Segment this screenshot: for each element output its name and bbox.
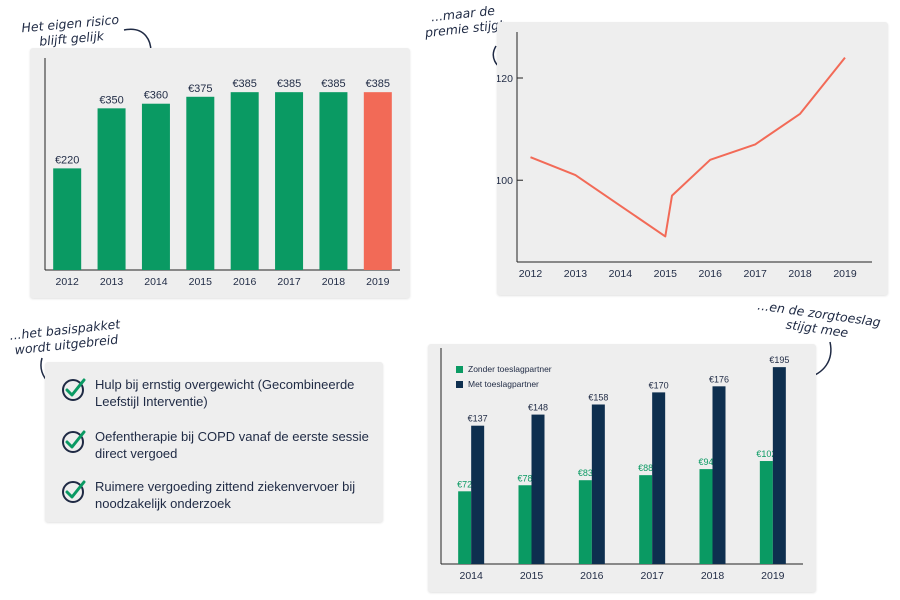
y-tick-label: 120 [497,73,513,85]
x-tick-label: 2019 [833,268,857,280]
benefit-text-3: Ruimere vergoeding zittend ziekenvervoer… [95,479,356,511]
allowance-chart-panel: Zonder toeslagpartner Met toeslagpartner… [428,344,816,592]
bar-value-label: €385 [277,78,301,90]
bar-value-label: €88 [638,463,653,473]
legend-label-met: Met toeslagpartner [468,379,539,389]
x-tick-label: 2014 [609,268,633,280]
bar-value-label: €176 [709,374,729,384]
x-tick-label: 2016 [233,276,257,288]
bar-2018-zonder [699,469,713,564]
bar-value-label: €385 [366,78,390,90]
bar-value-label: €195 [769,355,789,365]
x-tick-label: 2014 [459,570,483,582]
x-tick-label: 2015 [654,268,678,280]
x-tick-label: 2013 [564,268,588,280]
legend-swatch-navy [456,380,463,388]
bar-value-label: €220 [55,154,79,166]
bar-2017-met [652,392,666,564]
bar-value-label: €72 [457,479,472,489]
bar-2019 [363,92,392,270]
benefits-panel: Hulp bij ernstig overgewicht (Gecombinee… [45,362,383,522]
own-risk-chart-panel: €220 2012 €350 2013 €360 2014 €375 2015 €385 2016… [30,48,410,298]
bar-2019-met [772,367,786,564]
x-tick-label: 2019 [366,276,390,288]
bar-value-label: €102 [756,449,776,459]
bar-value-label: €83 [578,468,593,478]
x-tick-label: 2014 [144,276,168,288]
own-risk-chart: €220 2012 €350 2013 €360 2014 €375 2015 €385 2016… [44,58,400,288]
bar-2018-met [712,386,726,564]
bar-value-label: €170 [649,380,669,390]
x-tick-label: 2013 [100,276,124,288]
bar-value-label: €375 [188,83,212,95]
bar-value-label: €385 [321,78,345,90]
benefit-item-3: Ruimere vergoeding zittend ziekenvervoer… [61,478,395,512]
y-tick-label: 100 [497,175,513,187]
legend-item-zonder: Zonder toeslagpartner [456,364,552,374]
bar-value-label: €360 [144,90,168,102]
legend-item-met: Met toeslagpartner [456,379,539,389]
legend-label-zonder: Zonder toeslagpartner [468,364,552,374]
x-tick-label: 2018 [788,268,812,280]
x-tick-label: 2018 [322,276,346,288]
bar-value-label: €148 [528,403,548,413]
note-risk: Het eigen risico blijft gelijk [21,12,121,50]
premium-chart: 100 120 2012 2013 2014 2015 2016 2017 2018 2019 [495,32,872,280]
bar-2016-zonder [578,480,592,564]
bar-2012 [53,168,82,270]
x-tick-label: 2012 [519,268,543,280]
check-icon [62,480,86,503]
premium-chart-panel: 100 120 2012 2013 2014 2015 2016 2017 2018 2019 [495,22,888,295]
x-tick-label: 2016 [580,570,604,582]
bar-2015 [186,96,215,271]
benefit-text-2: Oefentherapie bij COPD vanaf de eerste s… [95,429,369,461]
note-premium: ...maar de premie stijgt [423,2,504,40]
bar-value-label: €385 [232,78,256,90]
note-allowance: ...en de zorgtoeslag stijgt mee [755,298,882,345]
x-tick-label: 2018 [701,570,725,582]
bar-2016-met [591,404,605,564]
bar-2016 [230,92,259,270]
x-tick-label: 2017 [743,268,767,280]
bar-value-label: €158 [588,392,608,402]
bar-2014-met [471,425,485,564]
allowance-chart: €72 €137 2014 €78 €148 2015 €83 €158 2016 €88 €170… [440,348,803,582]
check-icon [62,430,86,453]
bar-value-label: €350 [99,94,123,106]
bar-value-label: €94 [698,457,713,467]
note-package: ...het basispakket wordt uitgebreid [9,316,123,357]
x-tick-label: 2016 [699,268,723,280]
x-tick-label: 2017 [640,570,664,582]
bar-2018 [319,92,348,270]
bar-value-label: €78 [517,473,532,483]
bar-2017 [275,92,304,270]
bar-2014 [141,103,170,270]
bar-2015-met [531,414,545,564]
bar-2019-zonder [759,461,773,564]
x-tick-label: 2019 [761,570,785,582]
premium-line [530,56,846,238]
x-tick-label: 2015 [189,276,213,288]
bar-2017-zonder [639,475,653,564]
legend-swatch-green [456,365,463,373]
benefit-text-1: Hulp bij ernstig overgewicht (Gecombinee… [95,377,355,409]
bar-value-label: €137 [468,414,488,424]
bar-2014-zonder [458,491,472,564]
bar-2013 [97,108,126,270]
x-tick-label: 2012 [56,276,80,288]
x-tick-label: 2015 [520,570,544,582]
check-icon [62,378,86,401]
benefit-item-1: Hulp bij ernstig overgewicht (Gecombinee… [61,376,395,410]
benefit-item-2: Oefentherapie bij COPD vanaf de eerste s… [61,428,395,462]
bar-2015-zonder [518,485,532,564]
x-tick-label: 2017 [277,276,301,288]
